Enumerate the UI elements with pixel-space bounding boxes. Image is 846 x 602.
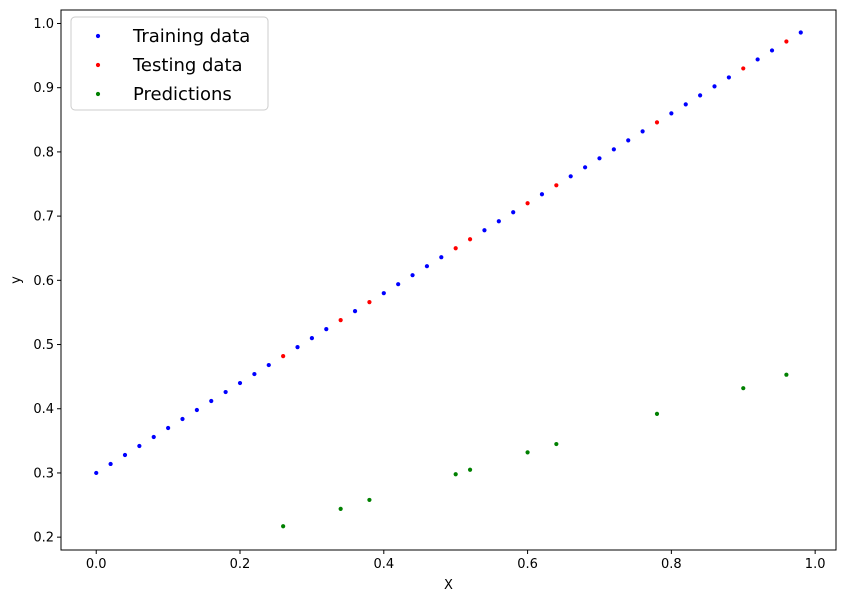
testing-data-point bbox=[784, 39, 789, 44]
predictions-point bbox=[467, 467, 473, 472]
x-tick-label: 0.8 bbox=[661, 557, 682, 572]
y-tick-label: 0.5 bbox=[33, 338, 54, 353]
testing-data-point bbox=[367, 300, 372, 305]
training-data-point bbox=[381, 291, 386, 296]
training-data-point bbox=[640, 129, 645, 134]
y-tick-label: 0.6 bbox=[33, 274, 54, 289]
training-data-point bbox=[582, 165, 588, 170]
training-data-point bbox=[726, 75, 731, 80]
legend-box bbox=[70, 16, 269, 111]
testing-data-point bbox=[467, 237, 473, 242]
predictions-point bbox=[654, 411, 660, 416]
y-axis-ticks: 0.2 0.3 0.4 0.5 0.6 0.7 0.8 0.9 1.0 bbox=[33, 17, 61, 546]
training-data-point bbox=[511, 210, 516, 215]
training-data-point bbox=[539, 192, 545, 197]
y-tick-label: 0.9 bbox=[33, 81, 54, 96]
training-data-point bbox=[683, 102, 688, 107]
training-data-point bbox=[669, 111, 674, 116]
training-data-point bbox=[597, 156, 602, 161]
training-data-point bbox=[798, 30, 803, 35]
testing-data-point bbox=[338, 318, 343, 323]
training-data-point bbox=[769, 48, 775, 53]
legend-label: Predictions bbox=[133, 84, 232, 105]
training-data-point bbox=[209, 398, 214, 404]
training-data-point bbox=[424, 264, 430, 269]
training-data-point bbox=[626, 138, 631, 143]
predictions-point bbox=[281, 524, 286, 529]
testing-data-point bbox=[654, 120, 660, 125]
training-data-point bbox=[166, 425, 171, 431]
legend-marker bbox=[95, 33, 101, 39]
testing-data-point bbox=[453, 246, 458, 251]
training-data-point bbox=[611, 147, 616, 152]
legend-label: Testing data bbox=[132, 55, 243, 76]
training-data-point bbox=[108, 461, 113, 467]
training-data-point bbox=[266, 362, 271, 368]
x-tick-label: 0.2 bbox=[230, 557, 251, 572]
testing-data-point bbox=[741, 66, 746, 71]
predictions-point bbox=[741, 386, 746, 391]
training-data-point bbox=[122, 452, 128, 458]
testing-data-point bbox=[525, 201, 530, 206]
training-data-point bbox=[194, 407, 199, 413]
y-tick-label: 1.0 bbox=[33, 17, 54, 32]
training-data-point bbox=[496, 219, 501, 224]
training-data-point bbox=[352, 309, 358, 314]
training-data-point bbox=[151, 434, 156, 440]
y-tick-label: 0.2 bbox=[33, 531, 54, 546]
data-points bbox=[94, 30, 803, 529]
predictions-point bbox=[338, 506, 343, 512]
x-axis-ticks: 0.0 0.2 0.4 0.6 0.8 1.0 bbox=[86, 550, 826, 572]
x-tick-label: 1.0 bbox=[805, 557, 826, 572]
x-tick-label: 0.0 bbox=[86, 557, 107, 572]
training-data-point bbox=[439, 255, 444, 260]
training-data-point bbox=[94, 470, 99, 476]
predictions-point bbox=[784, 372, 789, 377]
predictions-point bbox=[367, 497, 372, 503]
predictions-point bbox=[554, 441, 559, 447]
training-data-point bbox=[568, 174, 573, 179]
legend-label: Training data bbox=[132, 26, 250, 47]
testing-data-point bbox=[554, 183, 559, 188]
y-axis-label: y bbox=[9, 276, 24, 284]
x-tick-label: 0.4 bbox=[373, 557, 394, 572]
training-data-point bbox=[137, 443, 142, 449]
training-data-point bbox=[237, 380, 243, 386]
y-tick-label: 0.7 bbox=[33, 210, 54, 225]
training-data-point bbox=[712, 84, 717, 89]
training-data-point bbox=[396, 282, 401, 287]
training-data-point bbox=[482, 228, 487, 233]
y-tick-label: 0.3 bbox=[33, 466, 54, 481]
training-data-point bbox=[252, 371, 257, 377]
training-data-point bbox=[324, 327, 329, 332]
x-axis-label: X bbox=[444, 578, 453, 593]
y-tick-label: 0.8 bbox=[33, 145, 54, 160]
training-data-point bbox=[410, 273, 415, 278]
legend: Training data Testing data Predictions bbox=[70, 16, 269, 111]
training-data-point bbox=[755, 57, 760, 62]
training-data-point bbox=[180, 416, 185, 422]
legend-marker bbox=[95, 62, 101, 68]
y-tick-label: 0.4 bbox=[33, 402, 54, 417]
predictions-point bbox=[525, 450, 530, 455]
training-data-point bbox=[698, 93, 703, 98]
training-data-point bbox=[223, 389, 228, 395]
x-tick-label: 0.6 bbox=[517, 557, 538, 572]
legend-marker bbox=[95, 91, 101, 97]
training-data-point bbox=[295, 344, 300, 350]
testing-data-point bbox=[281, 353, 286, 359]
training-data-point bbox=[309, 336, 315, 341]
predictions-point bbox=[453, 472, 458, 477]
